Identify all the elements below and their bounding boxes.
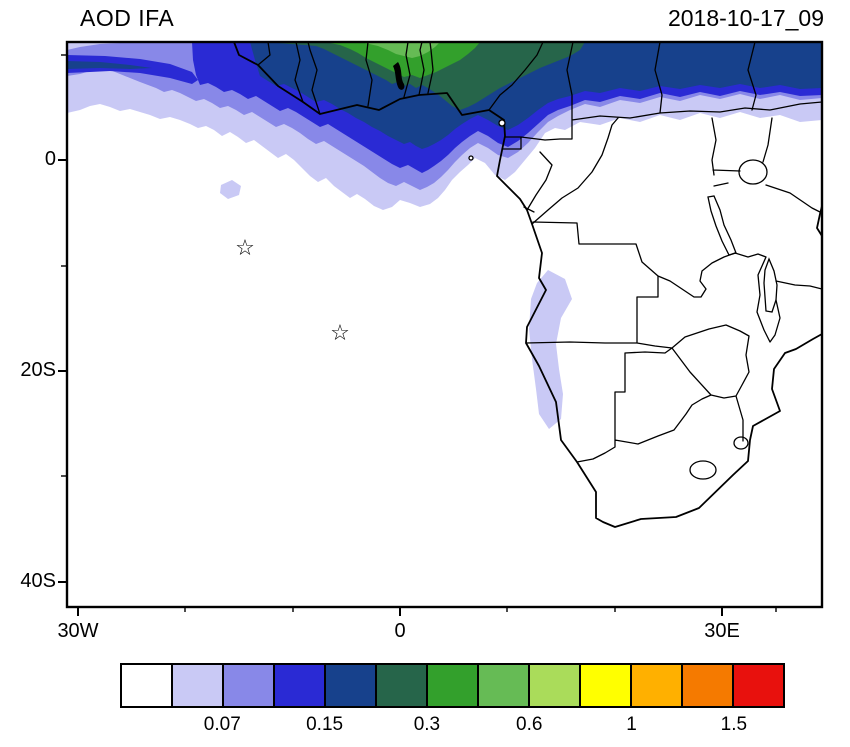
bioko-island: [498, 119, 506, 127]
aod-band-0.3: [320, 42, 480, 78]
west-africa-borders: [257, 42, 544, 115]
station-markers: ☆☆: [235, 236, 350, 346]
africa-coastline: [233, 42, 822, 528]
lesotho-border: [689, 460, 717, 480]
colorbar-cell: [122, 665, 171, 706]
aod-patch-namibia-coast: [529, 270, 572, 429]
colorbar-tick-label: 1: [626, 714, 637, 735]
sao-tome-island: [468, 155, 474, 161]
station-marker-star: ☆: [235, 236, 255, 261]
x-axis-tick-label: 30W: [57, 620, 99, 642]
east-africa-borders: [711, 117, 822, 343]
colorbar: [120, 663, 785, 708]
y-axis-tick-label: 20S: [20, 359, 56, 381]
colorbar-tick-label: 0.6: [516, 714, 543, 735]
y-axis-ticks: [58, 54, 67, 583]
colorbar-cell: [171, 665, 222, 706]
colorbar-tick-label: 1.5: [720, 714, 748, 735]
lake-tanganyika: [707, 195, 737, 256]
colorbar-tick-label: 0.3: [413, 714, 441, 735]
colorbar-cell: [630, 665, 681, 706]
colorbar-cell: [273, 665, 324, 706]
x-axis-ticks: [77, 607, 777, 616]
y-axis-tick-label: 40S: [20, 570, 56, 592]
x-axis-tick-label: 30E: [704, 620, 740, 642]
plot-frame: [65, 40, 824, 609]
colorbar-cell: [426, 665, 477, 706]
plot-title: AOD IFA: [80, 5, 175, 31]
colorbar-cell: [528, 665, 579, 706]
colorbar-cell: [681, 665, 732, 706]
aod-band-0.4: [350, 42, 440, 58]
aod-west-edge-streak-navy: [67, 61, 152, 69]
lake-victoria: [738, 159, 768, 185]
central-africa-borders: [501, 42, 822, 225]
y-axis-tick-label: 0: [44, 148, 56, 170]
aod-band-0.2: [270, 42, 585, 110]
southern-africa-borders: [525, 221, 750, 463]
eswatini-border: [733, 436, 749, 450]
colorbar-tick-label: 0.15: [306, 714, 344, 735]
lake-volta: [393, 62, 405, 90]
colorbar-tick-label: 0.07: [203, 714, 241, 735]
colorbar-cell: [477, 665, 528, 706]
station-marker-star: ☆: [330, 321, 350, 346]
aod-patch-ocean: [220, 180, 241, 199]
plot-timestamp: 2018-10-17_09: [667, 5, 824, 31]
colorbar-labels: 0.07 0.15 0.3 0.6 1 1.5: [120, 714, 785, 740]
colorbar-cell: [375, 665, 426, 706]
colorbar-cell: [222, 665, 273, 706]
colorbar-cell: [732, 665, 783, 706]
lake-malawi: [763, 257, 778, 313]
colorbar-cell: [579, 665, 630, 706]
x-axis-tick-label: 0: [394, 620, 406, 642]
colorbar-cell: [324, 665, 375, 706]
